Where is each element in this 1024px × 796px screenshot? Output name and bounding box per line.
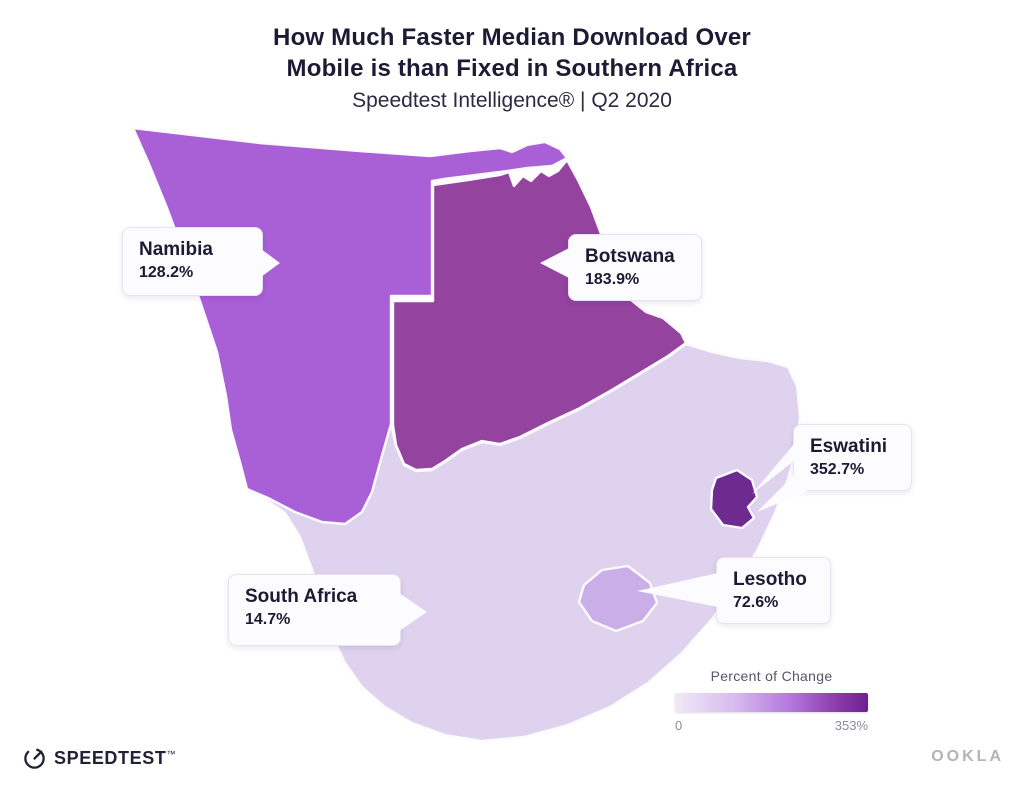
legend-gradient-bar (675, 693, 868, 712)
namibia-callout: Namibia 128.2% (122, 227, 263, 296)
eswatini-region (709, 468, 759, 530)
south-africa-callout-value: 14.7% (245, 611, 291, 628)
header: How Much Faster Median Download Over Mob… (0, 22, 1024, 116)
speedtest-gauge-icon (24, 748, 45, 769)
legend-min-label: 0 (675, 718, 683, 733)
botswana-callout-value: 183.9% (585, 271, 640, 288)
eswatini-callout-name: Eswatini (810, 436, 888, 457)
lesotho-callout-value: 72.6% (733, 594, 779, 611)
page-title-line2: Mobile is than Fixed in Southern Africa (286, 55, 738, 82)
botswana-region (391, 158, 688, 472)
legend-title: Percent of Change (710, 668, 833, 684)
lesotho-callout: Lesotho 72.6% (716, 557, 831, 624)
south-africa-callout: South Africa 14.7% (228, 574, 401, 646)
namibia-callout-value: 128.2% (139, 264, 194, 281)
page-subtitle: Speedtest Intelligence® | Q2 2020 (352, 89, 672, 112)
eswatini-callout: Eswatini 352.7% (793, 424, 912, 491)
legend-labels: 0 353% (675, 718, 868, 733)
south-africa-callout-name: South Africa (245, 586, 358, 607)
botswana-callout-name: Botswana (585, 246, 675, 267)
page-title-line1: How Much Faster Median Download Over (273, 24, 751, 51)
legend: Percent of Change 0 353% (675, 668, 868, 733)
legend-max-label: 353% (834, 718, 868, 733)
speedtest-wordmark: SPEEDTEST™ (54, 748, 177, 768)
namibia-callout-name: Namibia (139, 239, 213, 260)
lesotho-callout-name: Lesotho (733, 569, 807, 590)
botswana-callout: Botswana 183.9% (568, 234, 702, 301)
speedtest-trademark: ™ (166, 749, 177, 759)
eswatini-callout-value: 352.7% (810, 461, 865, 478)
ookla-wordmark: OOKLA (931, 748, 1004, 765)
speedtest-logo: SPEEDTEST™ (22, 746, 176, 771)
